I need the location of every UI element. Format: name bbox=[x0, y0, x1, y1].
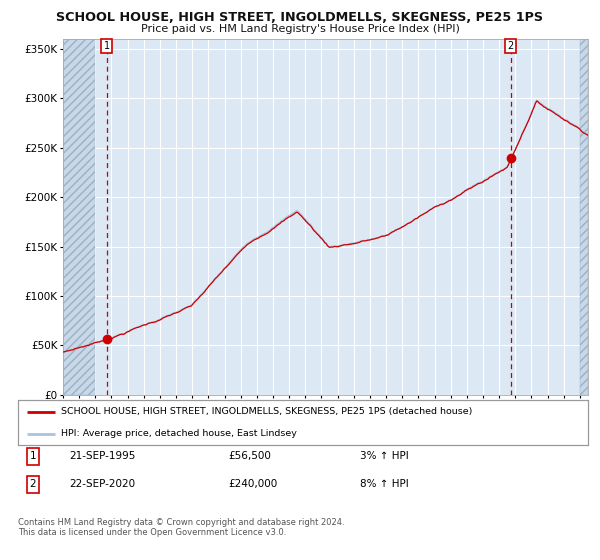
Text: £240,000: £240,000 bbox=[228, 479, 277, 489]
Bar bbox=[580, 39, 588, 395]
Text: 21-SEP-1995: 21-SEP-1995 bbox=[69, 451, 136, 461]
Text: SCHOOL HOUSE, HIGH STREET, INGOLDMELLS, SKEGNESS, PE25 1PS (detached house): SCHOOL HOUSE, HIGH STREET, INGOLDMELLS, … bbox=[61, 407, 472, 416]
Text: 2: 2 bbox=[508, 41, 514, 51]
Text: Price paid vs. HM Land Registry's House Price Index (HPI): Price paid vs. HM Land Registry's House … bbox=[140, 24, 460, 34]
Text: 1: 1 bbox=[29, 451, 37, 461]
Text: 22-SEP-2020: 22-SEP-2020 bbox=[69, 479, 135, 489]
Text: 8% ↑ HPI: 8% ↑ HPI bbox=[360, 479, 409, 489]
Text: HPI: Average price, detached house, East Lindsey: HPI: Average price, detached house, East… bbox=[61, 430, 296, 438]
Text: 2: 2 bbox=[29, 479, 37, 489]
Bar bbox=[63, 39, 95, 395]
Text: £56,500: £56,500 bbox=[228, 451, 271, 461]
Text: 3% ↑ HPI: 3% ↑ HPI bbox=[360, 451, 409, 461]
Text: Contains HM Land Registry data © Crown copyright and database right 2024.
This d: Contains HM Land Registry data © Crown c… bbox=[18, 518, 344, 538]
Text: SCHOOL HOUSE, HIGH STREET, INGOLDMELLS, SKEGNESS, PE25 1PS: SCHOOL HOUSE, HIGH STREET, INGOLDMELLS, … bbox=[56, 11, 544, 24]
Text: 1: 1 bbox=[104, 41, 110, 51]
